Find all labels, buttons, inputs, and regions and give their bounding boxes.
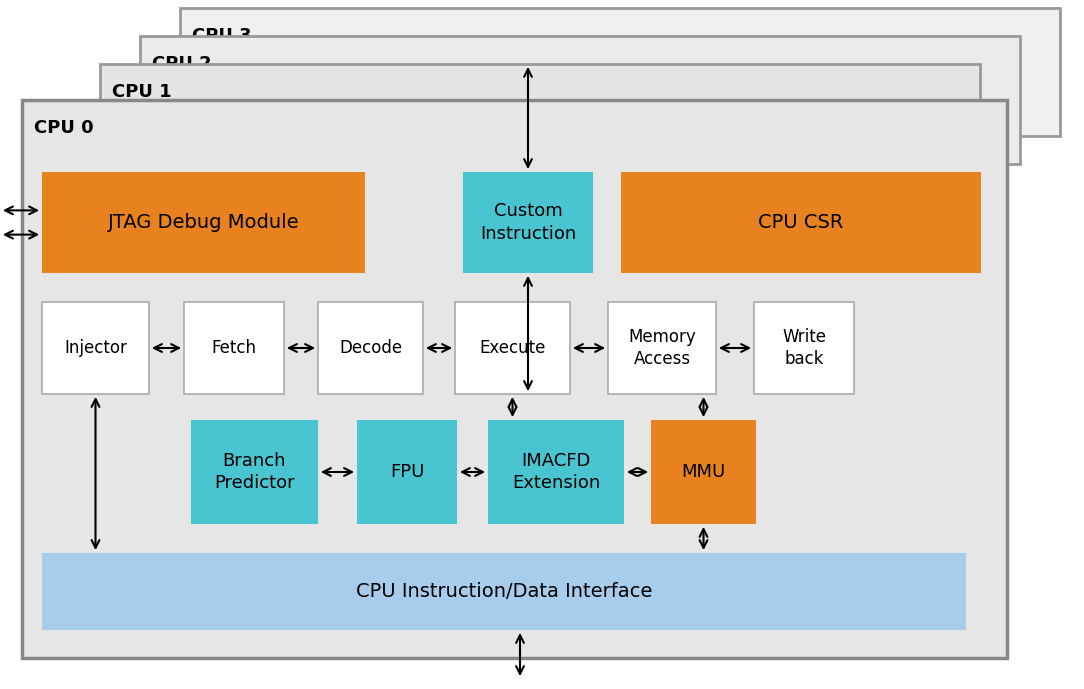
Bar	[455, 302, 570, 394]
Bar	[357, 420, 457, 524]
Text: Memory
Access: Memory Access	[628, 328, 696, 368]
Text: CPU 2: CPU 2	[152, 55, 211, 73]
Text: Custom
Instruction: Custom Instruction	[480, 203, 576, 243]
Text: CPU 3: CPU 3	[192, 27, 251, 45]
Text: CPU Instruction/Data Interface: CPU Instruction/Data Interface	[356, 582, 653, 601]
Text: FPU: FPU	[390, 463, 424, 481]
Text: CPU CSR: CPU CSR	[759, 213, 843, 232]
Bar	[184, 302, 284, 394]
Bar	[754, 302, 854, 394]
Bar	[608, 302, 717, 394]
Text: Branch
Predictor: Branch Predictor	[215, 452, 295, 492]
Text: Execute: Execute	[479, 339, 545, 357]
Text: Injector: Injector	[64, 339, 127, 357]
Text: Fetch: Fetch	[211, 339, 257, 357]
Text: IMACFD
Extension: IMACFD Extension	[512, 452, 601, 492]
Bar	[42, 553, 966, 630]
Bar	[140, 36, 1020, 164]
Text: CPU 0: CPU 0	[34, 119, 93, 137]
Bar	[651, 420, 756, 524]
Bar	[180, 8, 1060, 136]
Text: Decode: Decode	[339, 339, 402, 357]
Bar	[191, 420, 318, 524]
Text: JTAG Debug Module: JTAG Debug Module	[107, 213, 299, 232]
Text: CPU 1: CPU 1	[112, 83, 171, 101]
Bar	[488, 420, 624, 524]
Bar	[42, 302, 149, 394]
Bar	[42, 172, 365, 273]
Bar	[100, 64, 980, 192]
Bar	[318, 302, 423, 394]
Bar	[463, 172, 593, 273]
Text: Write
back: Write back	[782, 328, 826, 368]
Text: MMU: MMU	[682, 463, 725, 481]
Bar	[22, 100, 1007, 658]
Bar	[621, 172, 981, 273]
